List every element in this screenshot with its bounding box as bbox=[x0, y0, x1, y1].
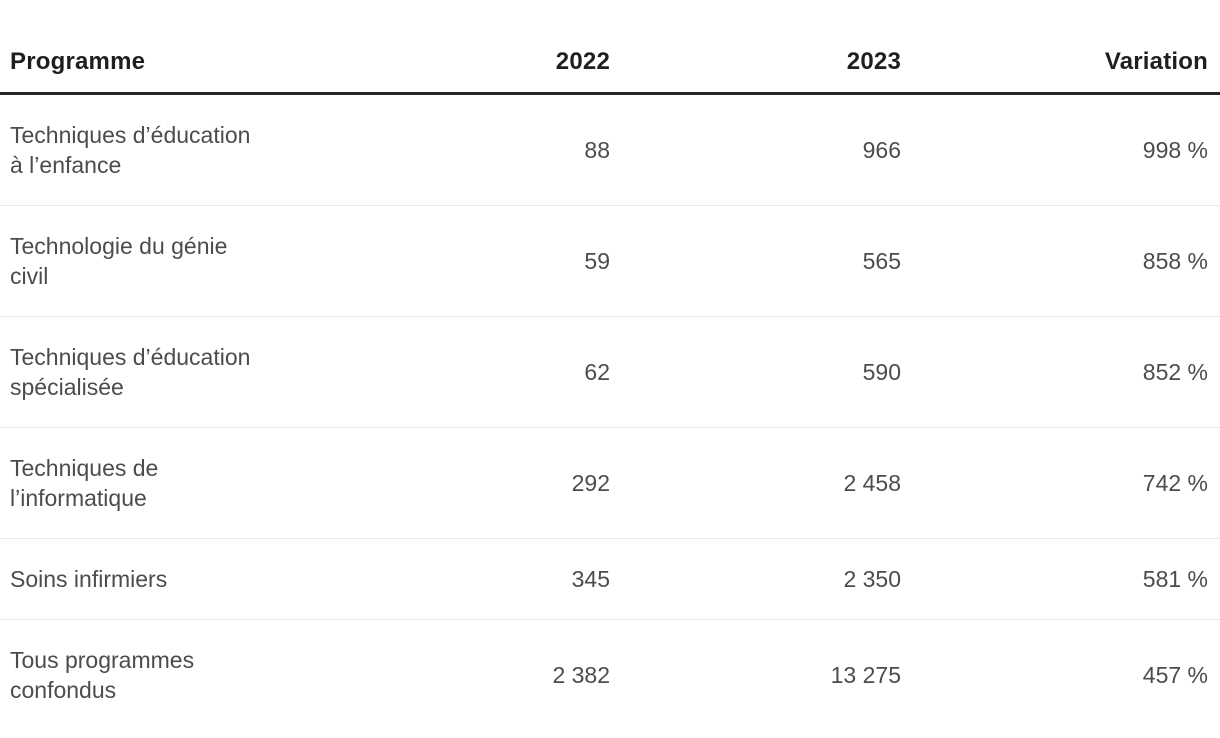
programme-cell: Techniques d’éducation spécialisée bbox=[0, 316, 316, 428]
value-2022-cell: 59 bbox=[316, 205, 610, 317]
table-header-row: Programme 2022 2023 Variation bbox=[0, 18, 1220, 95]
column-header-2023: 2023 bbox=[610, 18, 901, 95]
programme-cell: Soins infirmiers bbox=[0, 538, 316, 620]
programmes-table: Programme 2022 2023 Variation Techniques… bbox=[0, 18, 1220, 730]
value-2023-cell: 966 bbox=[862, 137, 901, 163]
variation-cell: 581 % bbox=[901, 538, 1220, 620]
table-row: Techniques d’éducation à l’enfance 88 96… bbox=[0, 94, 1220, 206]
column-header-variation: Variation bbox=[901, 18, 1220, 95]
table-body: Techniques d’éducation à l’enfance 88 96… bbox=[0, 94, 1220, 730]
value-2022-cell: 88 bbox=[584, 137, 610, 163]
value-2022-cell: 62 bbox=[316, 316, 610, 428]
value-2023-cell: 2 350 bbox=[610, 538, 901, 620]
value-2023-cell: 590 bbox=[610, 316, 901, 428]
variation-cell: 852 % bbox=[901, 316, 1220, 428]
table-row: Technologie du génie civil 59 565 858 % bbox=[0, 205, 1220, 317]
value-2022-cell: 2 382 bbox=[316, 619, 610, 730]
variation-cell: 858 % bbox=[901, 205, 1220, 317]
programme-cell: Techniques d’éducation à l’enfance bbox=[10, 122, 251, 178]
table-row: Techniques d’éducation spécialisée 62 59… bbox=[0, 316, 1220, 428]
value-2022-cell: 292 bbox=[316, 427, 610, 539]
value-2023-cell: 13 275 bbox=[610, 619, 901, 730]
variation-cell: 998 % bbox=[1142, 137, 1208, 163]
value-2023-cell: 565 bbox=[610, 205, 901, 317]
column-header-programme: Programme bbox=[0, 18, 316, 95]
table-row: Tous programmes confondus 2 382 13 275 4… bbox=[0, 619, 1220, 730]
programme-cell: Techniques de l’informatique bbox=[0, 427, 316, 539]
column-header-2022: 2022 bbox=[316, 18, 610, 95]
value-2023-cell: 2 458 bbox=[610, 427, 901, 539]
table-row: Soins infirmiers 345 2 350 581 % bbox=[0, 538, 1220, 620]
programme-cell: Technologie du génie civil bbox=[0, 205, 316, 317]
variation-cell: 742 % bbox=[901, 427, 1220, 539]
value-2022-cell: 345 bbox=[316, 538, 610, 620]
table-header: Programme 2022 2023 Variation bbox=[0, 18, 1220, 95]
variation-cell: 457 % bbox=[901, 619, 1220, 730]
programme-cell: Tous programmes confondus bbox=[0, 619, 316, 730]
table-row: Techniques de l’informatique 292 2 458 7… bbox=[0, 427, 1220, 539]
